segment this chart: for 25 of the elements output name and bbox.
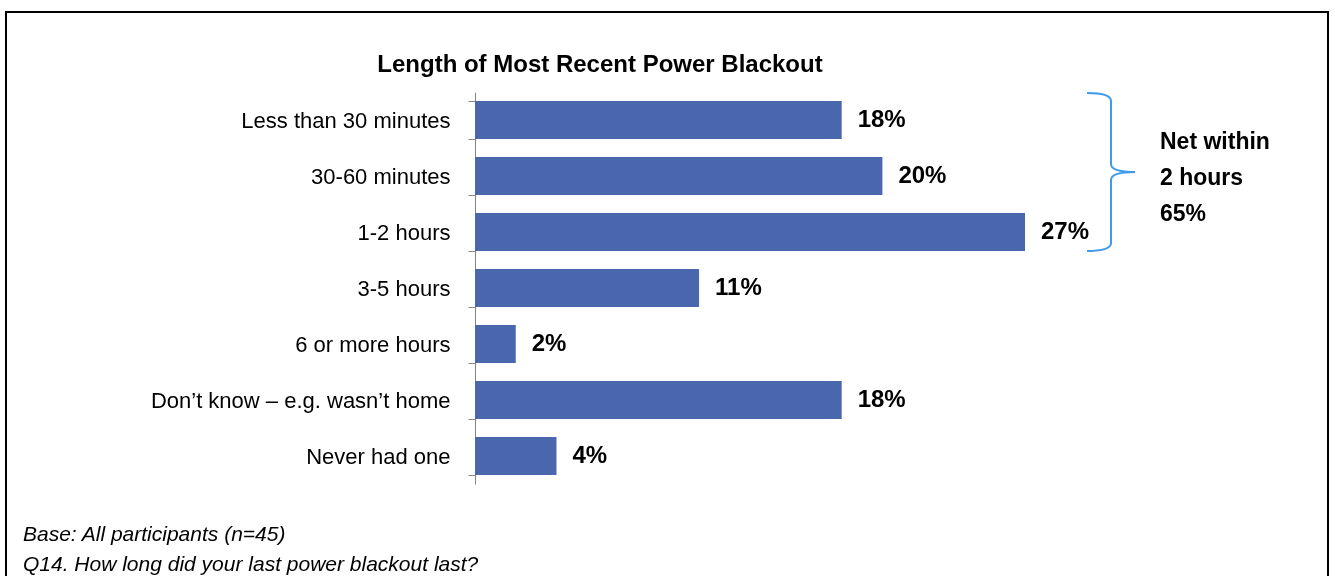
y-tick-label: 3-5 hours bbox=[357, 275, 451, 301]
text: Q14. How long did your last power blackout last? bbox=[23, 552, 479, 576]
bar bbox=[475, 268, 700, 308]
y-tick-label: 1-2 hours bbox=[357, 219, 451, 245]
data-label: 18% bbox=[857, 385, 906, 412]
data-label: 4% bbox=[572, 441, 608, 468]
bar bbox=[475, 436, 557, 476]
chart-title: Length of Most Recent Power Blackout bbox=[377, 50, 823, 77]
y-tick-label: Less than 30 minutes bbox=[241, 107, 451, 133]
bar bbox=[475, 324, 516, 364]
data-label: 2% bbox=[531, 329, 567, 356]
data-label: 18% bbox=[857, 105, 906, 132]
y-tick-label: 30-60 minutes bbox=[311, 163, 451, 189]
data-label: 27% bbox=[1041, 217, 1090, 244]
y-tick-label: Never had one bbox=[306, 443, 451, 469]
data-label: 11% bbox=[715, 273, 762, 300]
bar bbox=[475, 380, 842, 420]
bar bbox=[475, 212, 1025, 252]
y-tick-label: 6 or more hours bbox=[295, 331, 451, 357]
text: Base: All participants (n=45) bbox=[23, 522, 286, 546]
text: Net within 2 hours 65% bbox=[1160, 126, 1270, 228]
y-tick-label: Don’t know – e.g. wasn’t home bbox=[150, 387, 451, 413]
bar bbox=[475, 156, 883, 196]
data-label: 20% bbox=[898, 161, 947, 188]
bar bbox=[475, 100, 842, 140]
